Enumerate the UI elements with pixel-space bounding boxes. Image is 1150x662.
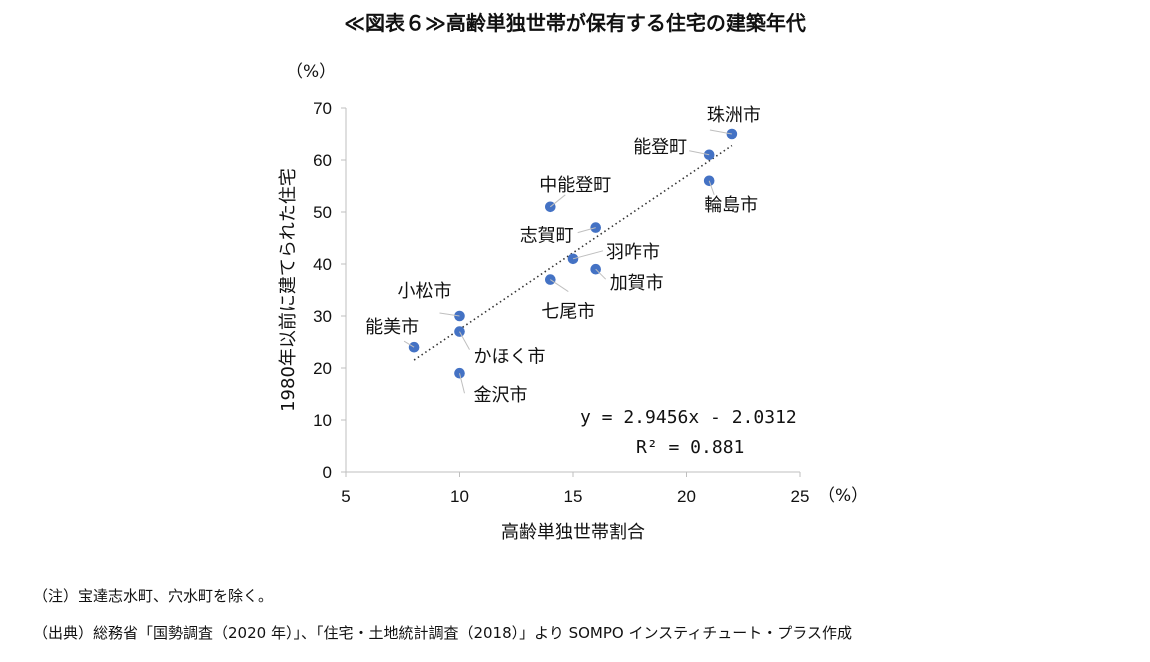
leader-line xyxy=(403,340,415,348)
x-tick-label: 10 xyxy=(450,487,469,506)
leader-line xyxy=(459,331,470,350)
leader-line xyxy=(595,268,607,280)
point-label: 小松市 xyxy=(398,281,452,302)
note-text: （注）宝達志水町、穴水町を除く。 xyxy=(33,587,274,605)
point-label: 中能登町 xyxy=(539,175,611,196)
y-tick-label: 70 xyxy=(313,99,332,118)
y-axis-unit: （%） xyxy=(286,62,336,82)
leader-line xyxy=(709,129,732,135)
y-axis-title: 1980年以前に建てられた住宅 xyxy=(278,168,299,412)
point-label: 輪島市 xyxy=(704,195,758,216)
trendline xyxy=(413,144,733,361)
source-text: （出典）総務省「国勢調査（2020 年）」、「住宅・土地統計調査（2018）」よ… xyxy=(33,624,852,642)
x-tick-label: 15 xyxy=(564,487,583,506)
leader-line xyxy=(708,180,715,195)
point-label: 珠洲市 xyxy=(707,105,761,126)
trendline-r-squared: R² = 0.881 xyxy=(636,437,744,458)
leader-line xyxy=(550,279,569,293)
trendline-equation: y = 2.9456x - 2.0312 xyxy=(580,407,797,428)
y-tick-label: 20 xyxy=(313,359,332,378)
leader-line xyxy=(689,150,710,156)
point-label: 金沢市 xyxy=(474,385,528,406)
leader-line xyxy=(572,250,604,260)
point-label: 七尾市 xyxy=(541,302,595,323)
y-tick-label: 50 xyxy=(313,203,332,222)
chart-title: ≪図表６≫高齢単独世帯が保有する住宅の建築年代 xyxy=(344,11,806,35)
x-tick-label: 20 xyxy=(677,487,696,506)
y-tick-label: 30 xyxy=(313,307,332,326)
x-axis-title: 高齢単独世帯割合 xyxy=(501,522,645,543)
point-label: 能登町 xyxy=(633,137,687,158)
y-tick-label: 10 xyxy=(313,411,332,430)
y-tick-label: 0 xyxy=(323,463,332,482)
x-axis-unit: （%） xyxy=(818,486,868,506)
x-tick-label: 25 xyxy=(791,487,810,506)
y-tick-label: 40 xyxy=(313,255,332,274)
point-label: 加賀市 xyxy=(610,273,664,294)
leader-line xyxy=(439,312,460,317)
leader-line xyxy=(577,227,596,234)
data-point xyxy=(408,341,420,353)
leader-line xyxy=(459,373,465,394)
point-label: 能美市 xyxy=(365,317,419,338)
point-label: かほく市 xyxy=(474,347,546,368)
y-tick-label: 60 xyxy=(313,151,332,170)
point-label: 羽咋市 xyxy=(606,242,660,263)
scatter-chart: ≪図表６≫高齢単独世帯が保有する住宅の建築年代 （%） （%） 1980年以前に… xyxy=(278,11,868,543)
leader-line xyxy=(549,194,566,208)
point-label: 志賀町 xyxy=(520,226,574,247)
x-tick-label: 5 xyxy=(341,487,350,506)
